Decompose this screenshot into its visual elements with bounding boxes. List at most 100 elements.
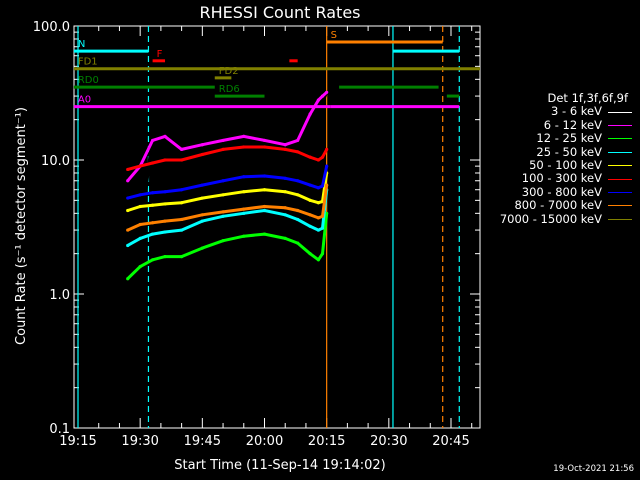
legend-entry: 300 - 800 keV [500,184,632,199]
series-point [221,193,225,197]
series-point [242,145,246,149]
series-point [262,138,267,143]
legend-label: 50 - 100 keV [529,158,602,173]
series-point [163,219,167,223]
x-tick-label: 20:00 [246,434,283,449]
legend-entry: 3 - 6 keV [500,104,632,119]
legend-entry: 50 - 100 keV [500,158,632,173]
series-point [325,211,329,215]
series-point [180,217,184,222]
series-point [325,164,329,168]
series-point [283,236,287,240]
series-point [316,258,320,262]
series-point [126,208,130,213]
legend-label: 7000 - 15000 keV [499,211,602,226]
legend-entry: 7000 - 15000 keV [499,211,632,226]
series-point [320,155,325,159]
series-point [316,216,320,220]
series-point [296,208,300,213]
series-point [242,134,246,139]
series-point [320,184,325,188]
series-point [151,203,155,207]
legend-swatch [608,192,632,194]
series-point [262,188,267,192]
legend-swatch [608,111,632,113]
legend-label: 300 - 800 keV [521,184,602,199]
series-point [242,234,246,238]
series-point [320,214,325,218]
series-point [283,206,287,210]
series-point [200,246,204,250]
chart-legend: Det 1f,3f,6f,9f 3 - 6 keV 6 - 12 keV 12 - … [499,91,632,226]
series-point [200,219,204,223]
x-tick-label: 19:45 [184,434,221,449]
series-point [221,179,225,183]
series-point [320,226,325,230]
series-point [316,158,320,162]
flag-label: RD6 [219,84,240,95]
series-point [200,134,204,139]
series-point [308,198,312,202]
series-point [180,131,184,135]
series-point [138,193,142,197]
legend-label: 12 - 25 keV [536,131,602,146]
series-point [180,147,184,151]
series-point [126,179,130,183]
series-point [308,155,312,159]
legend-label: 800 - 7000 keV [514,198,602,213]
legend-label: 25 - 50 keV [536,144,602,159]
series-point [138,265,142,269]
series-point [316,201,320,205]
series-point [126,243,130,248]
legend-swatch [608,218,632,220]
series-point [262,174,267,178]
series-point [308,213,312,217]
legend-entry: 12 - 25 keV [500,131,632,146]
flag-label: RD0 [78,75,99,86]
series-point [308,112,312,116]
series-point [296,131,300,135]
series-point [308,224,312,228]
x-tick-label: 19:15 [59,434,96,449]
series-point [283,176,287,180]
series-point [163,202,167,206]
series-point [316,98,320,102]
render-timestamp: 19-Oct-2021 21:56 [553,464,634,474]
series-point [151,221,155,225]
series-point [163,255,167,259]
series-point [242,190,246,194]
legend-swatch [608,165,632,167]
series-point [320,100,325,104]
legend-swatch [608,138,632,140]
series-point [200,196,204,200]
series-point [200,143,204,147]
series-point [221,131,225,135]
x-tick-label: 20:30 [370,434,407,449]
series-point [320,252,325,256]
flag-label: N [78,39,85,50]
legend-entry: 100 - 300 keV [500,172,632,185]
series-point [242,207,246,211]
series-point [308,183,312,187]
series-point [163,190,167,194]
legend-entry: 6 - 12 keV [500,118,632,132]
x-axis-label: Start Time (11-Sep-14 19:14:02) [174,458,385,473]
series-point [126,228,130,232]
series-point [163,158,167,162]
legend-title: Det 1f,3f,6f,9f [547,91,628,105]
legend-swatch [608,125,632,127]
legend-label: 100 - 300 keV [521,171,602,186]
legend-label: 3 - 6 keV [551,104,602,119]
series-point [138,222,142,227]
series-point [308,252,312,256]
series-point [138,204,142,209]
series-point [180,255,184,259]
y-axis-label: Count Rate (s⁻¹ detector segment⁻¹) [14,107,29,345]
series-point [180,188,184,192]
series-point [296,217,300,222]
flag-label: FD1 [78,57,98,68]
series-point [283,143,287,147]
chart-title: RHESSI Count Rates [200,3,361,22]
series-point [296,179,300,183]
